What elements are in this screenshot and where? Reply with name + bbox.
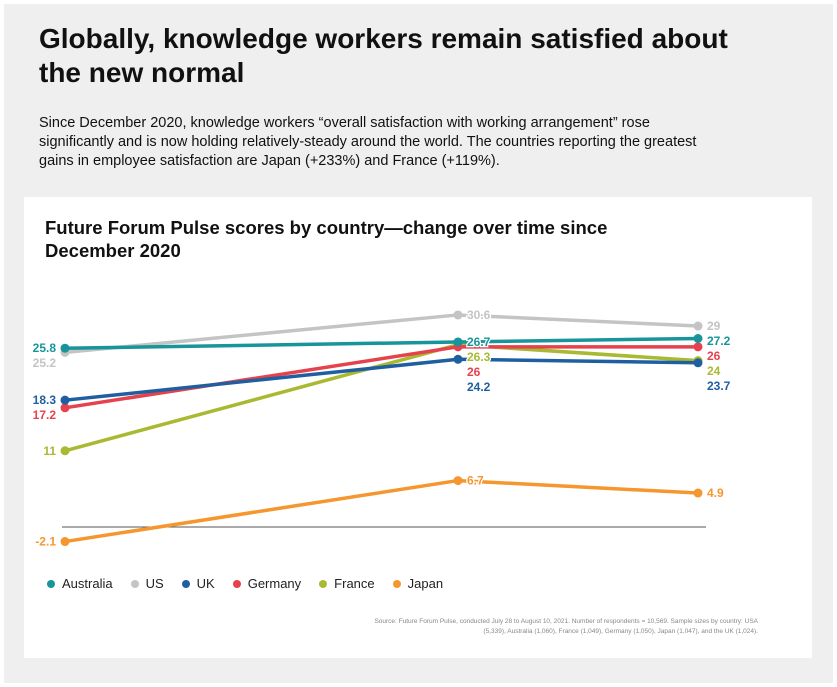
data-point-australia bbox=[60, 343, 70, 353]
legend-dot-icon bbox=[319, 579, 328, 588]
legend-item-australia: Australia bbox=[47, 576, 113, 591]
legend-item-uk: UK bbox=[181, 576, 215, 591]
data-point-uk bbox=[693, 358, 703, 368]
legend-label: US bbox=[145, 576, 164, 591]
data-point-australia bbox=[453, 337, 463, 347]
data-label-japan: 4.9 bbox=[707, 486, 724, 500]
data-point-australia bbox=[693, 334, 703, 344]
data-label-germany: 26 bbox=[467, 365, 481, 379]
data-point-uk bbox=[453, 354, 463, 364]
legend-item-germany: Germany bbox=[232, 576, 302, 591]
data-label-us: 29 bbox=[707, 319, 721, 333]
legend-item-france: France bbox=[319, 576, 375, 591]
legend-label: Australia bbox=[62, 576, 113, 591]
legend-dot-icon bbox=[392, 579, 401, 588]
data-label-us: 30.6 bbox=[467, 308, 491, 322]
chart-title: Future Forum Pulse scores by country—cha… bbox=[45, 217, 608, 261]
data-label-uk: 24.2 bbox=[467, 380, 491, 394]
legend-label: Japan bbox=[407, 576, 444, 591]
data-point-uk bbox=[60, 395, 70, 405]
page-title: Globally, knowledge workers remain satis… bbox=[39, 23, 728, 88]
data-label-australia: 27.2 bbox=[707, 334, 731, 348]
legend-item-us: US bbox=[130, 576, 164, 591]
legend-dot-icon bbox=[232, 579, 241, 588]
data-label-germany: 17.2 bbox=[33, 408, 57, 422]
data-label-australia: 26.7 bbox=[467, 335, 491, 349]
series-line-japan bbox=[64, 478, 699, 544]
data-label-australia: 25.8 bbox=[33, 341, 57, 355]
data-point-japan bbox=[693, 488, 703, 498]
data-point-japan bbox=[60, 537, 70, 547]
data-label-germany: 26 bbox=[707, 349, 721, 363]
source-note: Source: Future Forum Pulse, conducted Ju… bbox=[374, 618, 758, 635]
legend-label: UK bbox=[196, 576, 215, 591]
data-point-japan bbox=[453, 476, 463, 486]
legend-dot-icon bbox=[47, 579, 55, 588]
data-label-uk: 23.7 bbox=[707, 379, 731, 393]
data-label-france: 26.3 bbox=[467, 350, 491, 364]
data-label-france: 24 bbox=[707, 364, 721, 378]
data-point-germany bbox=[693, 342, 703, 352]
data-label-japan: 6.7 bbox=[467, 474, 484, 488]
data-point-france bbox=[60, 446, 70, 456]
legend-label: France bbox=[334, 576, 375, 591]
data-point-germany bbox=[60, 403, 70, 413]
legend-dot-icon bbox=[181, 579, 190, 588]
legend-dot-icon bbox=[130, 579, 139, 588]
data-label-france: 11 bbox=[43, 444, 56, 458]
data-label-uk: 18.3 bbox=[33, 393, 57, 407]
data-label-japan: -2.1 bbox=[35, 535, 56, 549]
legend-item-japan: Japan bbox=[392, 576, 444, 591]
legend-label: Germany bbox=[247, 576, 302, 591]
data-point-us bbox=[453, 310, 463, 320]
data-label-us: 25.2 bbox=[33, 356, 57, 370]
data-point-us bbox=[693, 321, 703, 331]
page-description: Since December 2020, knowledge workers “… bbox=[39, 115, 697, 169]
chart-legend: Australia US UK Germany France Japan bbox=[47, 576, 443, 591]
